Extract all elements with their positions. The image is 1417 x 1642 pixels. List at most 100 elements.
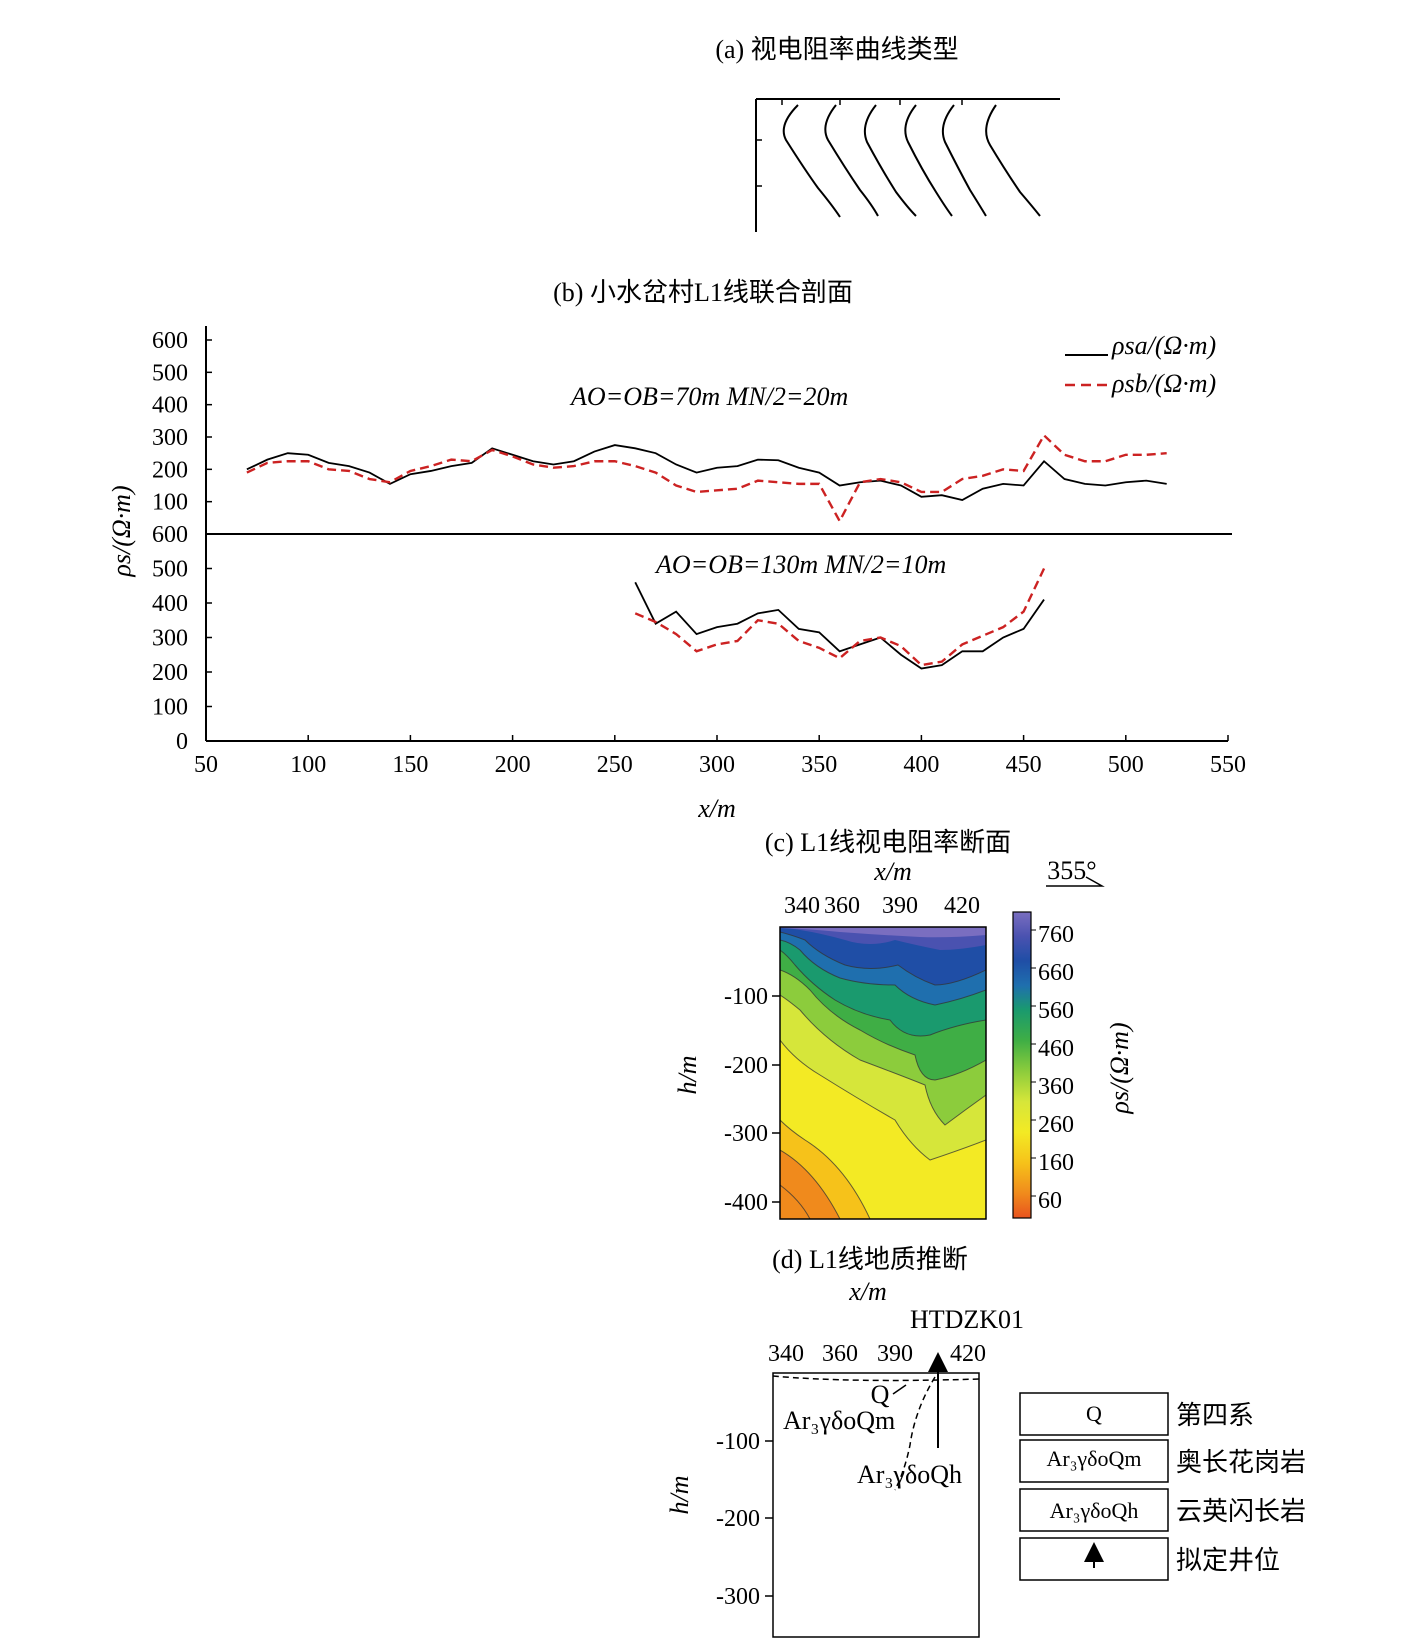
well-label: HTDZK01 [910,1305,1024,1334]
x-tick-label: 200 [495,752,531,778]
geology-section-frame [772,1372,980,1638]
apparent-resistivity-curves [782,104,1041,218]
resistivity-section [780,927,986,1219]
series-rho-sb-line-lower [634,567,1046,667]
colorbar-tick: 160 [1038,1150,1074,1176]
panel-a-title: (a) 视电阻率曲线类型 [715,35,958,64]
panel-c-xtick: 360 [824,893,860,919]
x-tick-label: 100 [290,752,326,778]
series-rho-sa-line-upper [246,444,1167,502]
panel-d-xtick: 340 [768,1341,804,1367]
strike-label: 355° [1047,856,1096,885]
panel-c-ylabel: h/m [673,1056,702,1095]
strike-arrow-icon [1046,876,1105,887]
panel-c-xtick: 390 [882,893,918,919]
colorbar-tick: 60 [1038,1188,1062,1214]
panel-c-xlabel: x/m [873,857,912,886]
legend-name-qm: 奥长花岗岩 [1176,1448,1306,1477]
x-tick-label: 400 [903,752,939,778]
series-rho-sa-line-lower [634,581,1045,670]
panel-d-xtick: 360 [822,1341,858,1367]
panel-d-xtick: 420 [950,1341,986,1367]
colorbar-tick: 460 [1038,1036,1074,1062]
x-tick-label: 300 [699,752,735,778]
legend-name-well: 拟定井位 [1176,1546,1280,1575]
y-tick-label: 200 [152,457,188,483]
lower-annotation: AO=OB=130m MN/2=10m [654,550,946,579]
legend-symbol-qh: Ar₃γδoQh [1050,1498,1139,1523]
panel-b-title: (b) 小水岔村L1线联合剖面 [553,278,853,307]
panel-c-ytick: -200 [724,1053,768,1079]
x-tick-label: 450 [1006,752,1042,778]
legend-box-well [1019,1537,1169,1581]
q-leader [892,1384,907,1395]
panel-d: (d) L1线地质推断 x/m HTDZK01 340 360 390 420 … [665,1245,1306,1638]
upper-annotation: AO=OB=70m MN/2=20m [569,382,848,411]
colorbar-label: ρs/(Ω·m) [1105,1022,1134,1114]
legend-name-q: 第四系 [1176,1401,1254,1430]
y-tick-label: 0 [176,729,188,755]
legend-label-rho-sa: ρsa/(Ω·m) [1111,331,1216,360]
qm-label: Ar₃γδoQm [783,1406,895,1435]
q-label: Q [871,1380,890,1409]
y-tick-label: 100 [152,490,188,516]
y-tick-label: 100 [152,695,188,721]
panel-d-xlabel: x/m [848,1277,887,1306]
y-axis-label: ρs/(Ω·m) [107,485,136,577]
curve-1 [782,104,841,218]
legend-name-qh: 云英闪长岩 [1176,1497,1306,1526]
x-tick-label: 150 [392,752,428,778]
panel-c-xtick: 340 [784,893,820,919]
colorbar-tick: 760 [1038,922,1074,948]
panel-d-ytick: -200 [716,1506,760,1532]
y-tick-label: 500 [152,360,188,386]
y-tick-label: 500 [152,557,188,583]
legend-box-q [1019,1392,1169,1436]
panel-c-title: (c) L1线视电阻率断面 [765,828,1011,857]
x-tick-label: 550 [1210,752,1246,778]
colorbar-tick: 560 [1038,998,1074,1024]
curve-4 [904,104,953,217]
colorbar-tick: 360 [1038,1074,1074,1100]
legend-box-qh [1019,1488,1169,1532]
colorbar: 760 660 560 460 360 260 160 60 ρs/(Ω·m) [1012,911,1134,1219]
y-tick-label: 400 [152,591,188,617]
x-tick-label: 50 [194,752,218,778]
panel-c: (c) L1线视电阻率断面 x/m 340 360 390 420 355° [673,828,1134,1220]
panel-d-ytick: -100 [716,1429,760,1455]
geology-legend: Q 第四系 Ar₃γδoQm 奥长花岗岩 Ar₃γδoQh 云英闪长岩 拟定井位 [1019,1392,1306,1581]
y-tick-label: 600 [152,522,188,548]
panel-d-title: (d) L1线地质推断 [772,1245,968,1274]
legend: ρsa/(Ω·m) ρsb/(Ω·m) [1065,331,1216,398]
curve-5 [941,104,987,217]
curve-6 [985,104,1041,217]
x-tick-label: 250 [597,752,633,778]
panel-c-xtick: 420 [944,893,980,919]
panel-d-ylabel: h/m [665,1476,694,1515]
panel-d-ytick: -300 [716,1584,760,1610]
series-rho-sb-line-upper [246,433,1167,524]
legend-label-rho-sb: ρsb/(Ω·m) [1111,369,1216,398]
qh-label: Ar₃γδoQh [857,1460,962,1489]
y-tick-label: 300 [152,626,188,652]
legend-symbol-qm: Ar₃γδoQm [1047,1446,1142,1471]
y-tick-label: 300 [152,425,188,451]
panel-c-ytick: -400 [724,1190,768,1216]
y-tick-label: 200 [152,660,188,686]
x-tick-label: 350 [801,752,837,778]
legend-box-qm [1019,1439,1169,1483]
x-axis-label: x/m [697,794,736,823]
curve-3 [863,104,917,217]
x-tick-label: 500 [1108,752,1144,778]
lithology-boundary [894,1376,936,1491]
legend-symbol-q: Q [1086,1401,1102,1426]
quaternary-boundary [772,1375,980,1382]
colorbar-tick: 260 [1038,1112,1074,1138]
panel-b: (b) 小水岔村L1线联合剖面 50 100 150 200 250 300 350 400 4… [107,278,1246,823]
panel-c-ytick: -100 [724,984,768,1010]
panel-c-ytick: -300 [724,1121,768,1147]
panel-a: (a) 视电阻率曲线类型 [715,35,1060,232]
y-tick-label: 600 [152,328,188,354]
panel-d-xtick: 390 [877,1341,913,1367]
